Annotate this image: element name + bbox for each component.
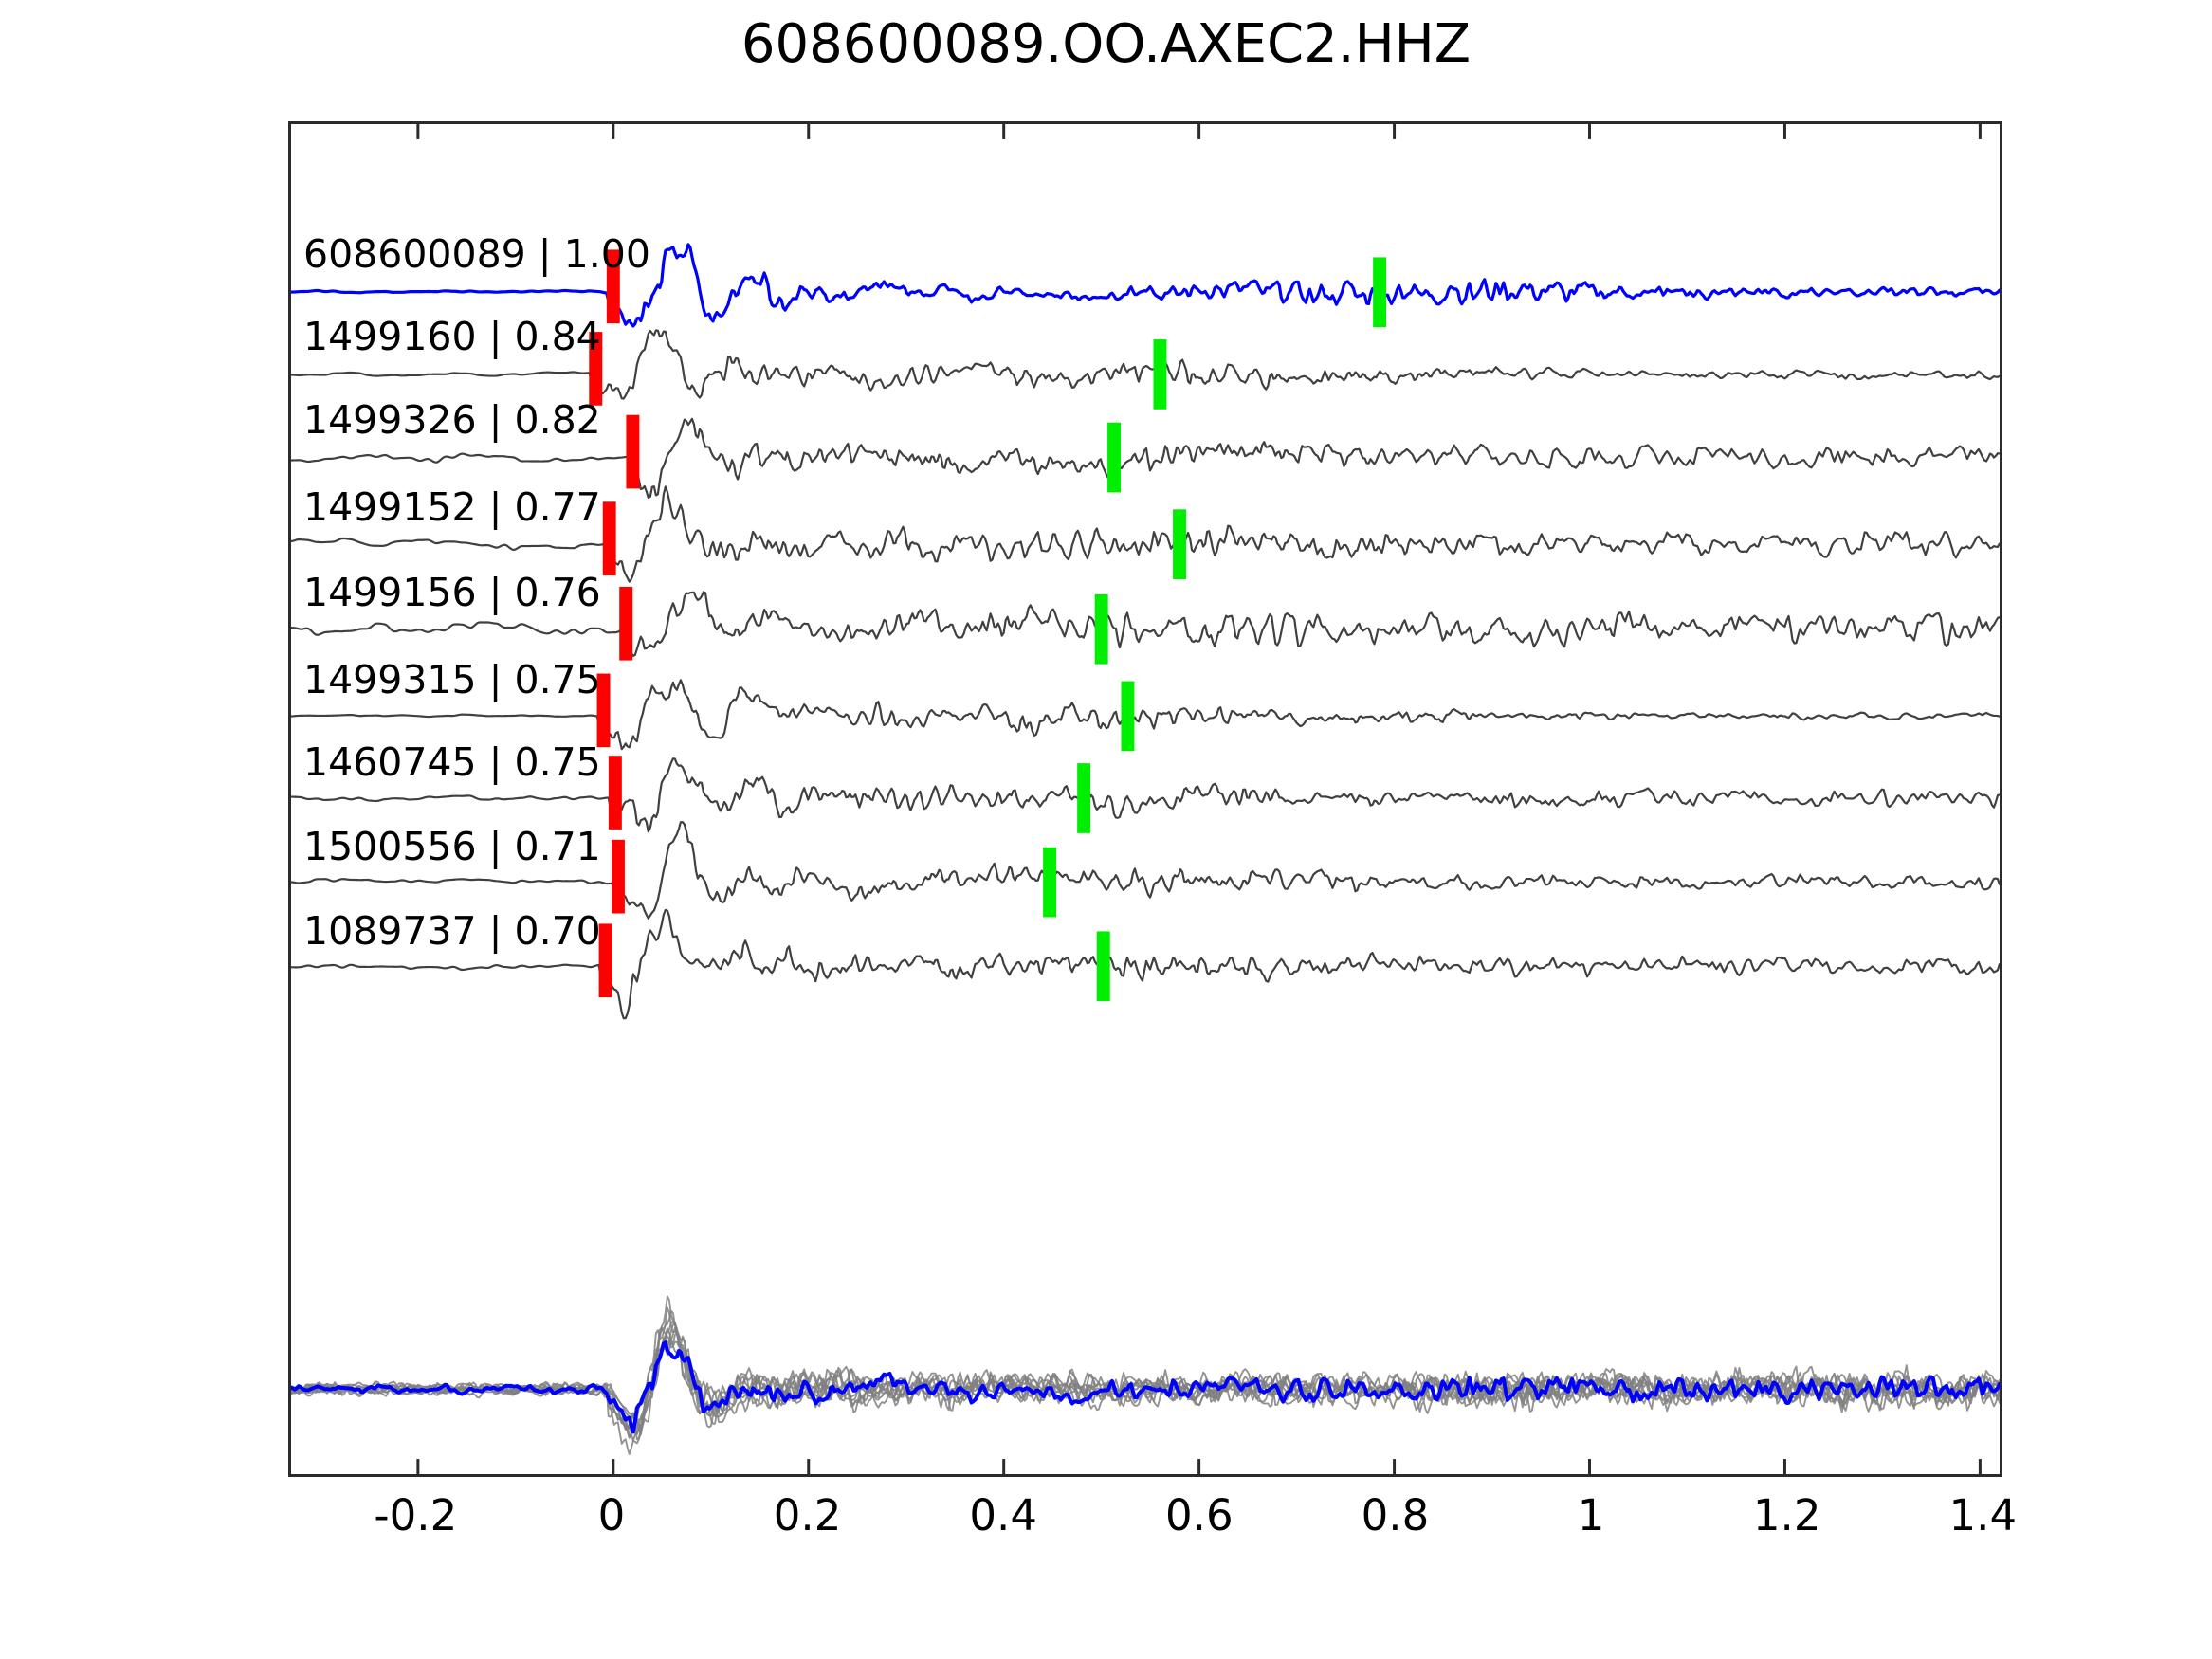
trace-label-608600089: 608600089 | 1.00 <box>303 231 650 277</box>
trace-label-1460745: 1460745 | 0.75 <box>303 739 601 785</box>
trace-label-1499152: 1499152 | 0.77 <box>303 484 601 530</box>
p-pick-marker-1499326 <box>626 414 640 489</box>
waveform-trace-1089737 <box>291 908 2000 1020</box>
p-pick-marker-1499160 <box>589 332 603 406</box>
s-pick-marker-1499315 <box>1121 681 1135 752</box>
page-title: 608600089.OO.AXEC2.HHZ <box>740 13 1472 75</box>
stack-overlay-trace-8 <box>291 1335 2000 1439</box>
trace-label-1499160: 1499160 | 0.84 <box>303 314 601 359</box>
x-tick-label-8: 1.4 <box>1948 1490 2018 1540</box>
x-tick-label-3: 0.4 <box>969 1490 1037 1540</box>
waveform-trace-608600089 <box>291 243 2000 328</box>
x-tick-label-5: 0.8 <box>1361 1490 1430 1540</box>
stack-overlay-trace-6 <box>291 1309 2000 1432</box>
s-pick-marker-1499326 <box>1107 422 1122 493</box>
waveform-trace-1500556 <box>291 821 2000 920</box>
s-pick-marker-1500556 <box>1043 847 1057 918</box>
waveform-trace-1499315 <box>291 679 2000 751</box>
p-pick-marker-1499152 <box>602 501 616 575</box>
stack-overlay-trace-2 <box>291 1306 2000 1441</box>
p-pick-marker-608600089 <box>606 249 620 324</box>
s-pick-marker-1499152 <box>1173 509 1187 579</box>
x-tick-label-2: 0.2 <box>773 1490 842 1540</box>
waveform-trace-1499152 <box>291 485 2000 583</box>
p-pick-marker-1089737 <box>598 923 612 998</box>
x-axis-tick-labels: -0.2 0 0.2 0.4 0.6 0.8 1 1.2 1.4 <box>288 1490 2017 1557</box>
waveform-trace-1460745 <box>291 757 2000 833</box>
p-pick-marker-1500556 <box>611 839 625 914</box>
s-pick-marker-1499160 <box>1153 339 1167 410</box>
trace-label-1089737: 1089737 | 0.70 <box>303 908 601 954</box>
waveform-canvas <box>291 124 2000 1474</box>
x-tick-label-7: 1.2 <box>1752 1490 1821 1540</box>
plot-area <box>288 121 2002 1477</box>
s-pick-marker-1460745 <box>1077 763 1091 833</box>
s-pick-marker-608600089 <box>1373 257 1387 328</box>
p-pick-marker-1499315 <box>596 673 611 748</box>
x-tick-label-6: 1 <box>1577 1490 1605 1540</box>
s-pick-marker-1499156 <box>1094 593 1108 665</box>
trace-label-1500556: 1500556 | 0.71 <box>303 824 601 869</box>
p-pick-marker-1499156 <box>619 586 633 661</box>
s-pick-marker-1089737 <box>1096 931 1110 1002</box>
p-pick-marker-1460745 <box>608 756 622 830</box>
trace-label-1499315: 1499315 | 0.75 <box>303 657 601 702</box>
waveform-trace-1499156 <box>291 591 2000 657</box>
x-tick-label-1: 0 <box>597 1490 626 1540</box>
waveform-trace-1499326 <box>291 417 2000 500</box>
trace-label-1499156: 1499156 | 0.76 <box>303 570 601 615</box>
x-tick-label-0: -0.2 <box>374 1490 458 1540</box>
stack-mean-trace <box>291 1340 2000 1434</box>
waveform-trace-1499160 <box>291 329 2000 400</box>
trace-label-1499326: 1499326 | 0.82 <box>303 397 601 443</box>
x-tick-label-4: 0.6 <box>1165 1490 1234 1540</box>
